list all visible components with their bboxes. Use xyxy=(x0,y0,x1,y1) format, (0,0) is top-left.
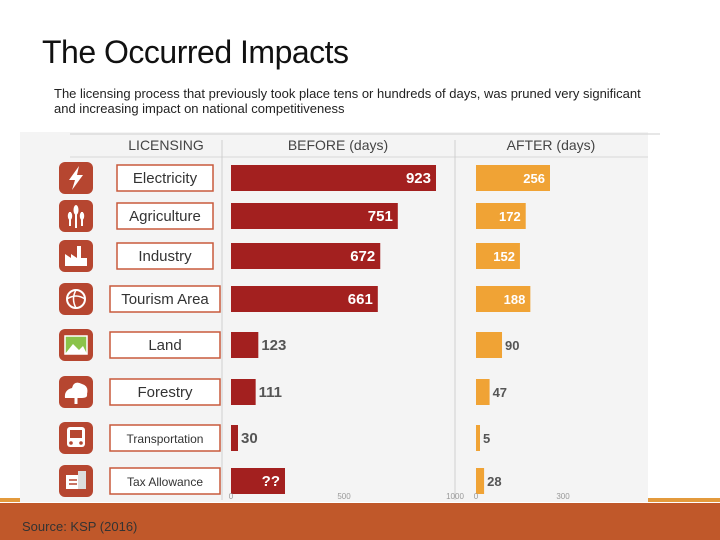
label-after-tourism-area: 188 xyxy=(504,292,526,307)
bar-before-land xyxy=(231,332,259,358)
tree-icon xyxy=(59,376,93,408)
tax-icon xyxy=(59,465,93,497)
label-before-tourism-area: 661 xyxy=(348,291,373,308)
bar-before-transportation xyxy=(231,425,238,451)
label-before-electricity: 923 xyxy=(406,170,431,187)
before-axis-tick: 1000 xyxy=(446,492,464,501)
factory-icon xyxy=(59,240,93,272)
category-label-land: Land xyxy=(148,337,181,354)
tourism-icon xyxy=(59,283,93,315)
after-axis-tick: 300 xyxy=(556,492,570,501)
bus-icon xyxy=(59,422,93,454)
bar-before-electricity xyxy=(231,165,436,191)
label-before-tax-allowance: ?? xyxy=(262,473,280,490)
label-box-agriculture xyxy=(116,202,214,230)
label-after-land: 90 xyxy=(505,338,519,353)
header-after: AFTER (days) xyxy=(507,137,596,153)
label-after-forestry: 47 xyxy=(493,385,507,400)
label-before-land: 123 xyxy=(261,337,286,354)
bar-before-tax-allowance xyxy=(231,468,285,494)
after-axis-tick: 0 xyxy=(474,492,479,501)
label-box-tax-allowance xyxy=(109,467,221,495)
before-axis-tick: 0 xyxy=(229,492,234,501)
footer-bar xyxy=(0,503,720,540)
lightning-icon xyxy=(59,162,93,194)
category-label-industry: Industry xyxy=(138,248,192,265)
label-box-transportation xyxy=(109,424,221,452)
bar-before-tourism-area xyxy=(231,286,378,312)
label-after-transportation: 5 xyxy=(483,431,490,446)
label-box-industry xyxy=(116,242,214,270)
bar-after-land xyxy=(476,332,503,358)
label-box-tourism-area xyxy=(109,285,221,313)
bar-after-electricity xyxy=(476,165,550,191)
label-box-forestry xyxy=(109,378,221,406)
slide-title: The Occurred Impacts xyxy=(42,34,349,70)
category-label-forestry: Forestry xyxy=(137,384,193,401)
bar-before-forestry xyxy=(231,379,256,405)
bar-after-transportation xyxy=(476,425,480,451)
header-before: BEFORE (days) xyxy=(288,137,388,153)
label-before-transportation: 30 xyxy=(241,430,258,447)
before-axis-tick: 500 xyxy=(337,492,351,501)
label-box-electricity xyxy=(116,164,214,192)
wheat-icon xyxy=(59,200,93,232)
bar-after-tax-allowance xyxy=(476,468,485,494)
label-after-agriculture: 172 xyxy=(499,209,521,224)
label-box-land xyxy=(109,331,221,359)
label-after-industry: 152 xyxy=(493,249,515,264)
bar-after-forestry xyxy=(476,379,490,405)
bar-after-tourism-area xyxy=(476,286,531,312)
slide-subtitle: The licensing process that previously to… xyxy=(54,86,641,116)
bar-before-agriculture xyxy=(231,203,398,229)
label-after-electricity: 256 xyxy=(523,171,545,186)
bar-before-industry xyxy=(231,243,381,269)
label-before-forestry: 111 xyxy=(259,384,282,401)
bar-after-agriculture xyxy=(476,203,526,229)
label-before-agriculture: 751 xyxy=(368,208,393,225)
bar-after-industry xyxy=(476,243,520,269)
label-before-industry: 672 xyxy=(350,248,375,265)
land-icon xyxy=(59,329,93,361)
label-after-tax-allowance: 28 xyxy=(487,474,501,489)
category-label-agriculture: Agriculture xyxy=(129,208,201,225)
category-label-tax-allowance: Tax Allowance xyxy=(127,475,203,489)
category-label-tourism-area: Tourism Area xyxy=(121,291,209,308)
category-label-electricity: Electricity xyxy=(133,170,198,187)
category-label-transportation: Transportation xyxy=(127,432,204,446)
source-note: Source: KSP (2016) xyxy=(22,519,138,534)
header-licensing: LICENSING xyxy=(128,137,203,153)
